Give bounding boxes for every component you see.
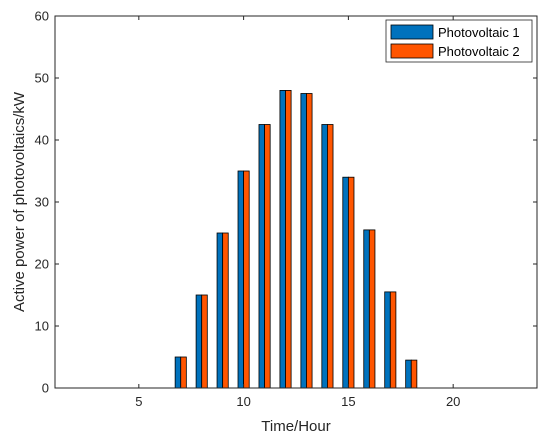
bar-photovoltaic-1-hour-13 — [300, 93, 307, 389]
bar-photovoltaic-1-hour-15 — [342, 176, 349, 389]
bar-photovoltaic-2-hour-16 — [368, 229, 376, 389]
legend-label-photovoltaic-1: Photovoltaic 1 — [438, 25, 520, 40]
y-tick-label-10: 10 — [35, 319, 49, 334]
bar-photovoltaic-1-hour-14 — [321, 124, 328, 389]
bar-photovoltaic-1-hour-10 — [237, 170, 245, 389]
bar-photovoltaic-2-hour-9 — [222, 232, 229, 389]
bar-photovoltaic-2-hour-15 — [347, 176, 355, 389]
x-tick-label-15: 15 — [341, 394, 355, 409]
bar-photovoltaic-2-hour-11 — [264, 124, 271, 389]
y-tick-label-30: 30 — [35, 195, 49, 210]
y-axis-label: Active power of photovoltaics/kW — [11, 91, 28, 312]
x-tick-label-5: 5 — [135, 394, 142, 409]
bar-photovoltaic-1-hour-9 — [216, 232, 224, 389]
y-tick-label-50: 50 — [35, 71, 49, 86]
y-tick-label-0: 0 — [42, 381, 49, 396]
legend: Photovoltaic 1 Photovoltaic 2 — [385, 19, 533, 63]
bar-photovoltaic-2-hour-18 — [410, 359, 418, 389]
x-tick-label-10: 10 — [236, 394, 250, 409]
bar-photovoltaic-1-hour-11 — [258, 124, 265, 389]
bar-photovoltaic-1-hour-17 — [384, 291, 391, 389]
plot-area — [55, 16, 537, 388]
x-tick-label-20: 20 — [446, 394, 460, 409]
y-tick-label-60: 60 — [35, 9, 49, 24]
legend-swatch-photovoltaic-1 — [390, 24, 434, 40]
legend-swatch-photovoltaic-2 — [390, 43, 434, 59]
ticks-group: 5 10 15 20 0 10 20 30 40 50 60 — [35, 9, 537, 409]
bar-photovoltaic-2-hour-7 — [180, 356, 187, 389]
bar-photovoltaic-1-hour-7 — [174, 356, 182, 389]
bar-photovoltaic-1-hour-16 — [363, 229, 370, 389]
bar-photovoltaic-2-hour-14 — [327, 124, 334, 389]
y-tick-label-20: 20 — [35, 257, 49, 272]
bar-photovoltaic-2-hour-8 — [201, 294, 208, 389]
x-axis-label: Time/Hour — [261, 418, 330, 435]
bar-photovoltaic-2-hour-13 — [306, 93, 313, 389]
bar-photovoltaic-1-hour-8 — [195, 294, 203, 389]
bar-photovoltaic-1-hour-18 — [405, 359, 412, 389]
bar-photovoltaic-2-hour-10 — [243, 170, 250, 389]
y-tick-label-40: 40 — [35, 133, 49, 148]
bar-photovoltaic-2-hour-17 — [389, 291, 397, 389]
legend-label-photovoltaic-2: Photovoltaic 2 — [438, 44, 520, 59]
bar-photovoltaic-1-hour-12 — [279, 90, 286, 389]
bar-photovoltaic-2-hour-12 — [285, 90, 292, 389]
bars-group — [174, 90, 418, 389]
